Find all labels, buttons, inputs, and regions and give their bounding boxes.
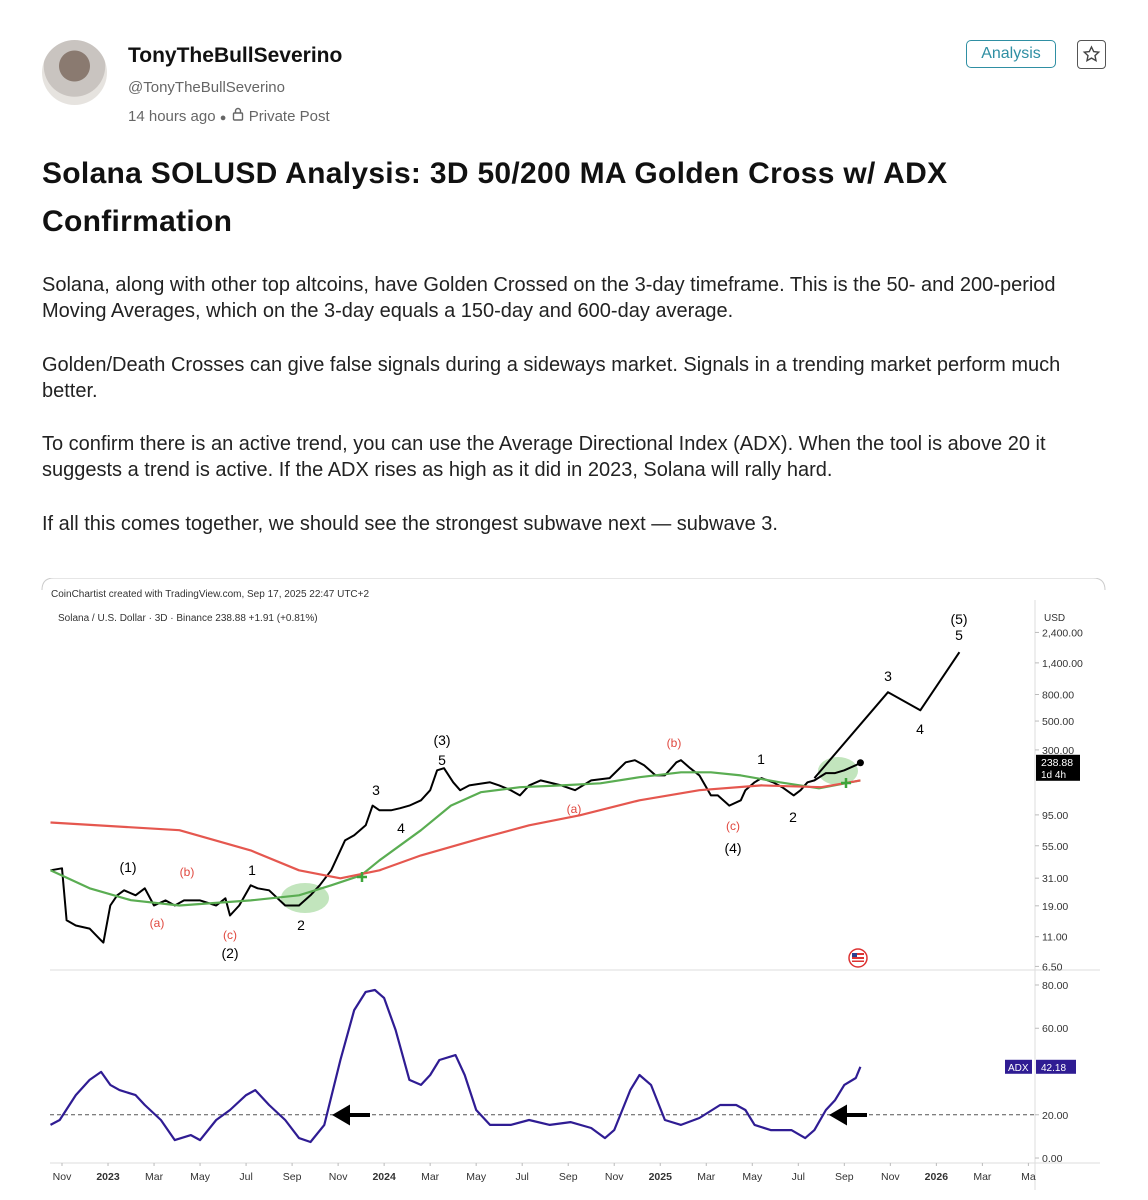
- series-line: [50, 759, 861, 944]
- y-tick-label: 0.00: [1042, 1153, 1063, 1165]
- last-point: [856, 759, 864, 767]
- post-meta: 14 hours ago ● Private Post: [128, 107, 330, 125]
- chart-legend: Solana / U.S. Dollar · 3D · Binance 238.…: [58, 613, 318, 624]
- y-tick-label: 800.00: [1042, 689, 1074, 701]
- x-tick-label: 2026: [925, 1171, 949, 1183]
- post-time: 14 hours ago: [128, 108, 216, 125]
- x-tick-label: 2024: [372, 1171, 396, 1183]
- x-tick-label: Jul: [792, 1171, 805, 1183]
- x-tick-label: Nov: [329, 1171, 348, 1183]
- y-tick-label: 95.00: [1042, 810, 1068, 822]
- x-tick-label: Nov: [53, 1171, 72, 1183]
- x-tick-label: Ma: [1021, 1171, 1036, 1183]
- wave-label: 2: [789, 809, 797, 825]
- chart-image: CoinChartist created with TradingView.co…: [41, 578, 1106, 1190]
- series-line: [50, 779, 861, 880]
- wave-label: 3: [372, 782, 380, 798]
- wave-label: (c): [223, 928, 237, 942]
- wave-label: (1): [119, 859, 136, 875]
- y-tick-label: 300.00: [1042, 745, 1074, 757]
- paragraph: Golden/Death Crosses can give false sign…: [42, 354, 1061, 402]
- y-tick-label: 31.00: [1042, 873, 1068, 885]
- adx-badge-value: 42.18: [1041, 1063, 1066, 1074]
- y-tick-label: 60.00: [1042, 1023, 1068, 1035]
- y-tick-label: 20.00: [1042, 1110, 1068, 1122]
- x-tick-label: May: [742, 1171, 763, 1183]
- x-tick-label: Mar: [421, 1171, 440, 1183]
- arrow: [829, 1104, 867, 1126]
- x-tick-label: Sep: [559, 1171, 578, 1183]
- image-border: [41, 578, 1106, 591]
- paragraph: To confirm there is an active trend, you…: [42, 433, 1046, 481]
- author-handle[interactable]: @TonyTheBullSeverino: [128, 79, 285, 96]
- wave-label: 4: [916, 721, 924, 737]
- star-icon: [1082, 45, 1101, 62]
- avatar[interactable]: [42, 40, 107, 105]
- y-tick-label: 19.00: [1042, 901, 1068, 913]
- x-tick-label: 2023: [96, 1171, 120, 1183]
- paragraph: If all this comes together, we should se…: [42, 513, 778, 535]
- wave-label: 3: [884, 668, 892, 684]
- adx-badge-value-bg: [1036, 1059, 1076, 1074]
- y-tick-label: 6.50: [1042, 961, 1063, 973]
- x-tick-label: May: [466, 1171, 487, 1183]
- series-line: [49, 988, 862, 1144]
- wave-label: (5): [950, 611, 967, 627]
- wave-label: 1: [248, 862, 256, 878]
- y-tick-label: 2,400.00: [1042, 627, 1083, 639]
- y-tick-label: 1,400.00: [1042, 658, 1083, 670]
- cross-marker: [357, 872, 367, 882]
- highlight: [818, 757, 858, 785]
- wave-label: (a): [567, 802, 582, 816]
- wave-label: (b): [180, 865, 195, 879]
- wave-label: 5: [955, 627, 963, 643]
- x-tick-label: Mar: [973, 1171, 992, 1183]
- arrow: [332, 1104, 370, 1126]
- post-visibility: Private Post: [248, 108, 330, 125]
- y-tick-label: 80.00: [1042, 980, 1068, 992]
- wave-label: (a): [150, 916, 165, 930]
- author-name[interactable]: TonyTheBullSeverino: [128, 44, 343, 67]
- adx-badge-name-bg: [1005, 1059, 1032, 1074]
- wave-label: 1: [757, 751, 765, 767]
- x-tick-label: Jul: [239, 1171, 252, 1183]
- wave-label: (4): [724, 840, 741, 856]
- x-tick-label: Nov: [605, 1171, 624, 1183]
- price-badge-countdown: 1d 4h: [1041, 770, 1066, 781]
- flag-icon: [848, 948, 868, 968]
- paragraph: Solana, along with other top altcoins, h…: [42, 274, 1056, 322]
- y-tick-label: 500.00: [1042, 716, 1074, 728]
- x-tick-label: Sep: [283, 1171, 302, 1183]
- x-tick-label: Sep: [835, 1171, 854, 1183]
- x-tick-label: Nov: [881, 1171, 900, 1183]
- wave-label: (3): [433, 732, 450, 748]
- series-line: [50, 771, 861, 907]
- wave-label: 4: [397, 820, 405, 836]
- wave-label: 5: [438, 752, 446, 768]
- axis-unit: USD: [1044, 613, 1065, 624]
- x-tick-label: Mar: [145, 1171, 164, 1183]
- tag-button[interactable]: Analysis: [966, 40, 1056, 68]
- y-tick-label: 11.00: [1042, 932, 1068, 944]
- favorite-button[interactable]: [1077, 40, 1106, 69]
- adx-badge-name: ADX: [1008, 1063, 1029, 1074]
- x-tick-label: Jul: [515, 1171, 528, 1183]
- wave-label: (b): [667, 736, 682, 750]
- lock-icon: [232, 107, 243, 121]
- cross-marker: [841, 778, 851, 788]
- x-tick-label: May: [190, 1171, 211, 1183]
- x-tick-label: 2025: [649, 1171, 673, 1183]
- price-badge-value: 238.88: [1041, 757, 1073, 769]
- wave-label: (c): [726, 819, 740, 833]
- wave-label: 2: [297, 917, 305, 933]
- series-line: [813, 651, 961, 779]
- x-tick-label: Mar: [697, 1171, 716, 1183]
- y-tick-label: 55.00: [1042, 841, 1068, 853]
- price-badge: [1036, 754, 1080, 781]
- wave-label: (2): [221, 945, 238, 961]
- post-title: Solana SOLUSD Analysis: 3D 50/200 MA Gol…: [42, 157, 948, 238]
- chart-credit: CoinChartist created with TradingView.co…: [51, 589, 369, 600]
